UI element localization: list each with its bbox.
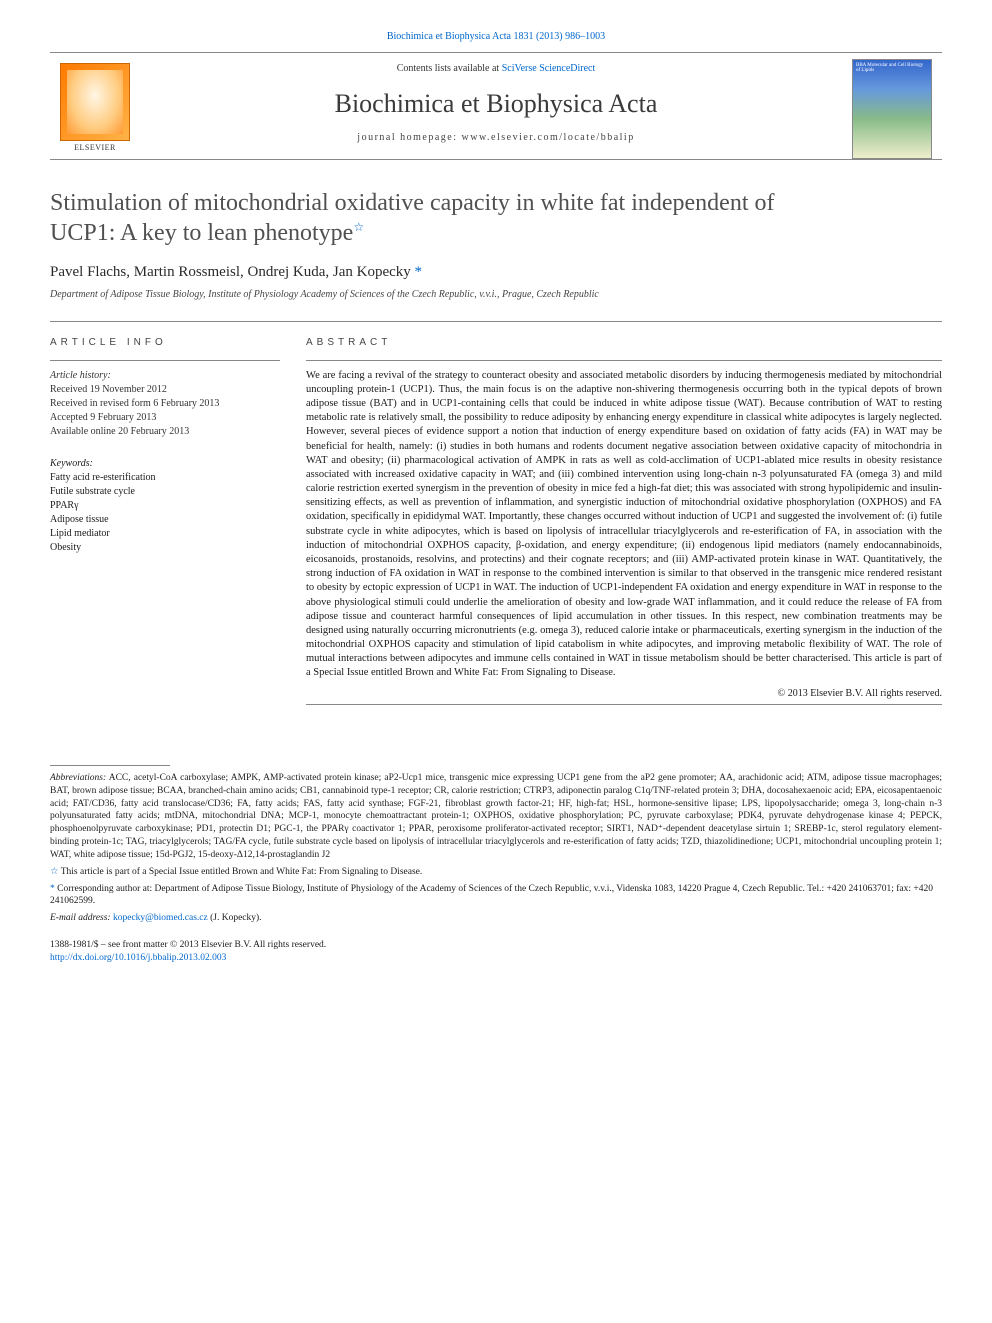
email-owner: (J. Kopecky). <box>208 913 262 923</box>
issue-citation-link[interactable]: Biochimica et Biophysica Acta 1831 (2013… <box>387 31 605 42</box>
abstract-column: abstract We are facing a revival of the … <box>306 336 942 705</box>
contents-prefix: Contents lists available at <box>397 63 502 74</box>
corresponding-text: Corresponding author at: Department of A… <box>50 884 933 907</box>
keywords-block: Keywords: Fatty acid re-esterification F… <box>50 457 280 555</box>
special-issue-text: This article is part of a Special Issue … <box>59 867 423 877</box>
keyword-item: PPARγ <box>50 499 280 513</box>
info-abstract-row: article info Article history: Received 1… <box>50 336 942 705</box>
author-list: Pavel Flachs, Martin Rossmeisl, Ondrej K… <box>50 262 942 282</box>
issn-block: 1388-1981/$ – see front matter © 2013 El… <box>50 939 942 965</box>
journal-title: Biochimica et Biophysica Acta <box>150 86 842 121</box>
abbrev-label: Abbreviations: <box>50 773 106 783</box>
journal-cover-icon: BBA Molecular and Cell Biology of Lipids <box>852 59 932 159</box>
abstract-copyright: © 2013 Elsevier B.V. All rights reserved… <box>306 687 942 701</box>
article-history: Article history: Received 19 November 20… <box>50 369 280 439</box>
cover-thumb-block: BBA Molecular and Cell Biology of Lipids <box>852 59 942 159</box>
history-label: Article history: <box>50 369 280 383</box>
masthead: ELSEVIER Contents lists available at Sci… <box>50 52 942 160</box>
doi-link[interactable]: http://dx.doi.org/10.1016/j.bbalip.2013.… <box>50 953 226 963</box>
article-title: Stimulation of mitochondrial oxidative c… <box>50 188 942 248</box>
email-link[interactable]: kopecky@biomed.cas.cz <box>113 913 208 923</box>
publisher-logo-icon <box>60 63 130 141</box>
keywords-label: Keywords: <box>50 457 280 471</box>
publisher-name: ELSEVIER <box>74 143 116 154</box>
keyword-item: Adipose tissue <box>50 513 280 527</box>
footnote-star-icon: ☆ <box>50 867 59 877</box>
article-header: Stimulation of mitochondrial oxidative c… <box>50 188 942 302</box>
footer-section: Abbreviations: ACC, acetyl-CoA carboxyla… <box>50 765 942 965</box>
homepage-prefix: journal homepage: <box>357 132 461 143</box>
masthead-center: Contents lists available at SciVerse Sci… <box>140 62 852 154</box>
cover-badge-text: BBA Molecular and Cell Biology of Lipids <box>856 63 928 74</box>
contents-line: Contents lists available at SciVerse Sci… <box>150 62 842 76</box>
issue-citation: Biochimica et Biophysica Acta 1831 (2013… <box>50 30 942 44</box>
keyword-item: Fatty acid re-esterification <box>50 471 280 485</box>
divider <box>50 321 942 322</box>
abstract-body: We are facing a revival of the strategy … <box>306 369 942 681</box>
abbreviations: Abbreviations: ACC, acetyl-CoA carboxyla… <box>50 772 942 862</box>
keyword-item: Futile substrate cycle <box>50 485 280 499</box>
divider <box>306 704 942 705</box>
abstract-heading: abstract <box>306 336 942 350</box>
journal-homepage: journal homepage: www.elsevier.com/locat… <box>150 131 842 145</box>
publisher-block: ELSEVIER <box>50 63 140 154</box>
issn-line: 1388-1981/$ – see front matter © 2013 El… <box>50 939 942 952</box>
keyword-item: Lipid mediator <box>50 527 280 541</box>
affiliation: Department of Adipose Tissue Biology, In… <box>50 288 942 302</box>
footnote-rule <box>50 765 170 766</box>
history-online: Available online 20 February 2013 <box>50 425 280 439</box>
keyword-item: Obesity <box>50 541 280 555</box>
corresponding-author-mark-icon: * <box>415 264 423 280</box>
history-revised: Received in revised form 6 February 2013 <box>50 397 280 411</box>
divider <box>50 360 280 361</box>
special-issue-footnote: ☆ This article is part of a Special Issu… <box>50 866 942 879</box>
article-info-heading: article info <box>50 336 280 350</box>
email-line: E-mail address: kopecky@biomed.cas.cz (J… <box>50 912 942 925</box>
history-accepted: Accepted 9 February 2013 <box>50 411 280 425</box>
history-received: Received 19 November 2012 <box>50 383 280 397</box>
article-info-column: article info Article history: Received 1… <box>50 336 280 705</box>
homepage-url: www.elsevier.com/locate/bbalip <box>462 132 635 143</box>
email-label: E-mail address: <box>50 913 113 923</box>
abbrev-body: ACC, acetyl-CoA carboxylase; AMPK, AMP-a… <box>50 773 942 860</box>
article-title-line2: UCP1: A key to lean phenotype <box>50 220 353 246</box>
corresponding-footnote: * Corresponding author at: Department of… <box>50 883 942 909</box>
article-title-line1: Stimulation of mitochondrial oxidative c… <box>50 190 774 216</box>
authors-text: Pavel Flachs, Martin Rossmeisl, Ondrej K… <box>50 264 415 280</box>
sciencedirect-link[interactable]: SciVerse ScienceDirect <box>502 63 596 74</box>
divider <box>306 360 942 361</box>
title-footnote-star-icon: ☆ <box>353 220 364 234</box>
